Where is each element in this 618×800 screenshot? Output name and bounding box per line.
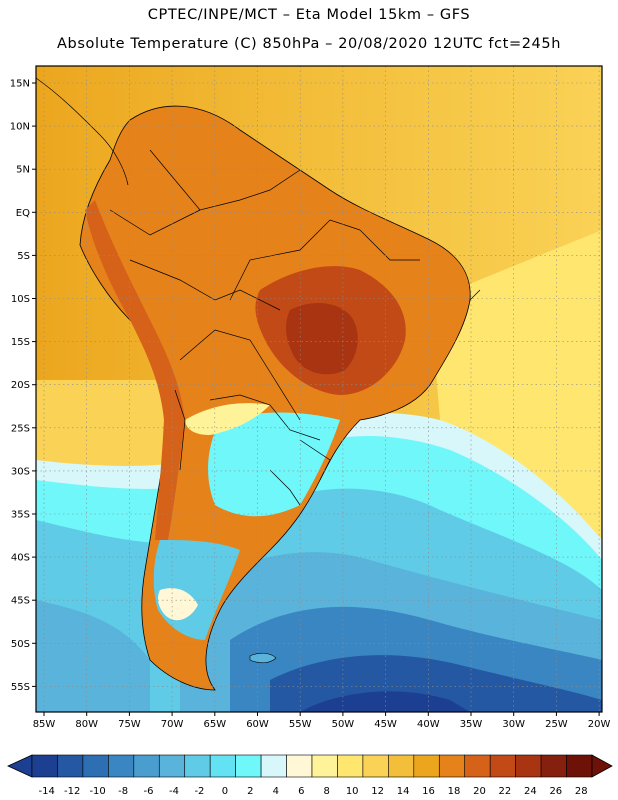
legend-swatch (209, 754, 236, 778)
coast-detail (469, 289, 481, 301)
legend-tick: -14 (39, 786, 55, 797)
lon-label: 30W (502, 719, 525, 730)
legend-tick: 12 (371, 786, 384, 797)
legend-swatch (57, 754, 84, 778)
lat-label: 5N (16, 165, 30, 176)
title-line-2: Absolute Temperature (C) 850hPa – 20/08/… (57, 36, 561, 52)
lat-label: EQ (16, 208, 30, 219)
lat-label: 10N (10, 122, 30, 133)
legend-arrow-right (591, 754, 613, 778)
legend-arrow-left (7, 754, 33, 778)
legend-tick: 4 (273, 786, 279, 797)
hot-core-inner (286, 303, 358, 375)
cold-band-sw (36, 600, 150, 712)
legend-tick-labels: -14 -12 -10 -8 -6 -4 -2 0 2 4 6 8 10 12 14 16 18 20 22 24 26… (39, 786, 588, 797)
lat-label: 40S (11, 553, 30, 564)
legend-tick: 0 (222, 786, 228, 797)
legend-swatch (438, 754, 466, 778)
country-borders (109, 149, 420, 506)
legend-swatch (286, 754, 313, 778)
lat-label: 15N (10, 79, 30, 90)
lon-label: 75W (118, 719, 141, 730)
cold-core (300, 691, 470, 712)
legend-tick: 8 (324, 786, 330, 797)
legend-tick: -10 (89, 786, 105, 797)
legend-tick: -8 (118, 786, 128, 797)
lon-label: 85W (33, 719, 56, 730)
legend-tick: -6 (144, 786, 154, 797)
lon-label: 45W (374, 719, 397, 730)
title-line-1: CPTEC/INPE/MCT – Eta Model 15km – GFS (147, 7, 471, 23)
legend-swatch (311, 754, 338, 778)
lon-label: 65W (203, 719, 226, 730)
map-frame (35, 65, 603, 713)
falkland-islands (249, 652, 277, 664)
legend-swatch (540, 754, 567, 778)
legend-tick: -4 (169, 786, 179, 797)
legend-swatch (31, 754, 58, 778)
legend-swatch (464, 754, 491, 778)
warm-band-east (430, 230, 602, 560)
legend-tick: 14 (397, 786, 410, 797)
legend-swatch (108, 754, 135, 778)
legend-swatch (337, 754, 364, 778)
lon-label: 25W (545, 719, 568, 730)
lat-label: 20S (11, 380, 30, 391)
transition-zone (185, 403, 270, 435)
legend-tick: -12 (64, 786, 80, 797)
lat-label: 15S (11, 337, 30, 348)
legend-swatch (489, 754, 516, 778)
legend-tick: 24 (524, 786, 537, 797)
latitude-labels: 15N 10N 5N EQ 5S 10S 15S 20S 25S 30S 35S 40S 45S 50S 5… (10, 79, 36, 693)
legend-swatch (133, 754, 160, 778)
lat-label: 35S (11, 510, 30, 521)
legend-swatch (184, 754, 211, 778)
legend-tick: 2 (247, 786, 253, 797)
lat-label: 55S (11, 682, 30, 693)
lat-label: 50S (11, 639, 30, 650)
legend-tick: 22 (499, 786, 512, 797)
legend-swatch (515, 754, 542, 778)
legend-tick: -2 (194, 786, 204, 797)
lat-label: 10S (11, 294, 30, 305)
lon-label: 40W (417, 719, 440, 730)
lon-label: 20W (588, 719, 611, 730)
longitude-labels: 85W 80W 75W 70W 65W 60W 55W 50W 45W 40W 35W 30W 25W 2… (33, 712, 611, 730)
legend-tick: 10 (346, 786, 359, 797)
legend-tick: 26 (549, 786, 562, 797)
central-america-coast (36, 77, 129, 186)
lon-label: 60W (246, 719, 269, 730)
legend-swatch (413, 754, 440, 778)
legend-tick: 18 (448, 786, 461, 797)
legend-swatch (235, 754, 262, 778)
lon-label: 80W (75, 719, 98, 730)
legend-tick: 6 (298, 786, 304, 797)
pale-patch (157, 588, 198, 621)
legend-tick: 28 (575, 786, 588, 797)
andes-warm-strip (85, 200, 185, 540)
cold-argentina (208, 412, 340, 517)
legend-swatch (82, 754, 109, 778)
lat-label: 45S (11, 596, 30, 607)
legend-swatch (388, 754, 415, 778)
legend-swatch (158, 754, 186, 778)
legend-tick: 20 (473, 786, 486, 797)
lat-label: 25S (11, 423, 30, 434)
lon-label: 50W (332, 719, 355, 730)
lon-label: 55W (289, 719, 312, 730)
lon-label: 35W (460, 719, 483, 730)
lat-label: 30S (11, 466, 30, 477)
legend-swatches (7, 754, 613, 778)
legend-swatch (362, 754, 389, 778)
legend-swatch (260, 754, 287, 778)
legend-swatch (566, 754, 593, 778)
lon-label: 70W (161, 719, 184, 730)
legend-tick: 16 (422, 786, 435, 797)
lat-label: 5S (17, 251, 30, 262)
